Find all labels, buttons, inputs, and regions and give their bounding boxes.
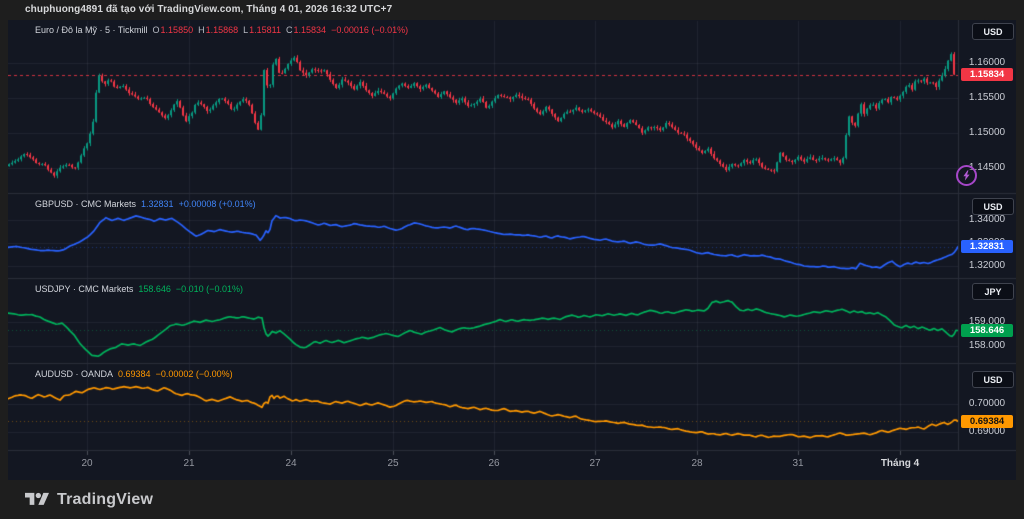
ohlc-high-value: 1.15868 [205, 25, 239, 35]
time-axis-label: 26 [488, 458, 500, 469]
time-axis-label: 20 [81, 458, 93, 469]
ohlc-open: O 1.15850 [153, 25, 194, 35]
brand-bar: TradingView [0, 480, 1024, 519]
ohlc-open-value: 1.15850 [160, 25, 194, 35]
symbol-title-audusd[interactable]: AUDUSD · OANDA [35, 369, 114, 379]
attribution-bar: chuphuong4891 đã tạo với TradingView.com… [0, 0, 1024, 20]
tradingview-logo-icon[interactable] [25, 490, 49, 509]
ohlc-high: H 1.15868 [198, 25, 238, 35]
price-scale-label: 1.32000 [968, 260, 1006, 271]
last-price-badge: 0.69384 [961, 414, 1013, 428]
ohlc-low: L 1.15811 [243, 25, 281, 35]
price-scale-label: 0.69000 [968, 426, 1006, 437]
ohlc-close: C 1.15834 [286, 25, 326, 35]
change-value-eurusd: −0.00016 (−0.01%) [331, 25, 409, 35]
pane-header-gbpusd: GBPUSD · CMC Markets 1.32831 +0.00008 (+… [35, 199, 256, 209]
time-axis-label: 21 [183, 458, 195, 469]
symbol-title-usdjpy[interactable]: USDJPY · CMC Markets [35, 284, 134, 294]
time-axis-label: 24 [285, 458, 297, 469]
attribution-text: chuphuong4891 đã tạo với TradingView.com… [25, 4, 393, 15]
tradingview-wordmark[interactable]: TradingView [57, 490, 154, 508]
ohlc-low-value: 1.15811 [249, 25, 282, 35]
time-axis-label: 25 [387, 458, 399, 469]
time-axis[interactable]: 20 21 24 25 26 27 28 31 Tháng 4 [8, 450, 1016, 480]
last-value-gbpusd: 1.32831 [141, 199, 174, 209]
price-scale-label: 1.15000 [968, 127, 1006, 138]
price-scale[interactable]: 1.160001.155001.150001.145001.340001.330… [958, 20, 1016, 450]
time-axis-label: 28 [691, 458, 703, 469]
time-axis-label: 27 [589, 458, 601, 469]
last-price-badge: 1.32831 [961, 240, 1013, 254]
price-scale-label: 0.70000 [968, 398, 1006, 409]
ohlc-close-label: C [286, 25, 293, 35]
currency-button-usd-pane1[interactable]: USD [972, 23, 1014, 40]
pane-header-audusd: AUDUSD · OANDA 0.69384 −0.00002 (−0.00%) [35, 369, 233, 379]
change-value-usdjpy: −0.010 (−0.01%) [175, 284, 243, 294]
price-scale-label: 1.14500 [968, 162, 1006, 173]
last-value-audusd: 0.69384 [118, 369, 151, 379]
price-scale-label: 1.34000 [968, 214, 1006, 225]
symbol-title-eurusd[interactable]: Euro / Đô la Mỹ · 5 · Tickmill [35, 25, 148, 35]
pane-header-eurusd: Euro / Đô la Mỹ · 5 · Tickmill O 1.15850… [35, 25, 408, 35]
currency-button-usd-pane2[interactable]: USD [972, 198, 1014, 215]
price-scale-label: 158.000 [968, 340, 1006, 351]
price-scale-label: 159.000 [968, 316, 1006, 327]
time-axis-label: Tháng 4 [880, 458, 920, 469]
currency-button-jpy-pane3[interactable]: JPY [972, 283, 1014, 300]
ohlc-open-label: O [152, 25, 160, 35]
price-scale-label: 1.16000 [968, 57, 1006, 68]
ohlc-low-label: L [243, 25, 249, 35]
ohlc-high-label: H [198, 25, 205, 35]
price-scale-label: 1.15500 [968, 92, 1006, 103]
currency-button-usd-pane4[interactable]: USD [972, 371, 1014, 388]
ohlc-close-value: 1.15834 [293, 25, 327, 35]
change-value-audusd: −0.00002 (−0.00%) [155, 369, 233, 379]
last-price-badge: 1.15834 [961, 68, 1013, 82]
change-value-gbpusd: +0.00008 (+0.01%) [178, 199, 256, 209]
last-value-usdjpy: 158.646 [138, 284, 171, 294]
chart-widget [8, 20, 1016, 480]
symbol-title-gbpusd[interactable]: GBPUSD · CMC Markets [35, 199, 137, 209]
pane-header-usdjpy: USDJPY · CMC Markets 158.646 −0.010 (−0.… [35, 284, 243, 294]
time-axis-label: 31 [792, 458, 804, 469]
lightning-bolt-glyph [963, 170, 970, 181]
last-price-badge: 158.646 [961, 323, 1013, 337]
lightning-boost-icon[interactable] [956, 165, 977, 186]
chart-canvas[interactable] [8, 20, 1016, 480]
